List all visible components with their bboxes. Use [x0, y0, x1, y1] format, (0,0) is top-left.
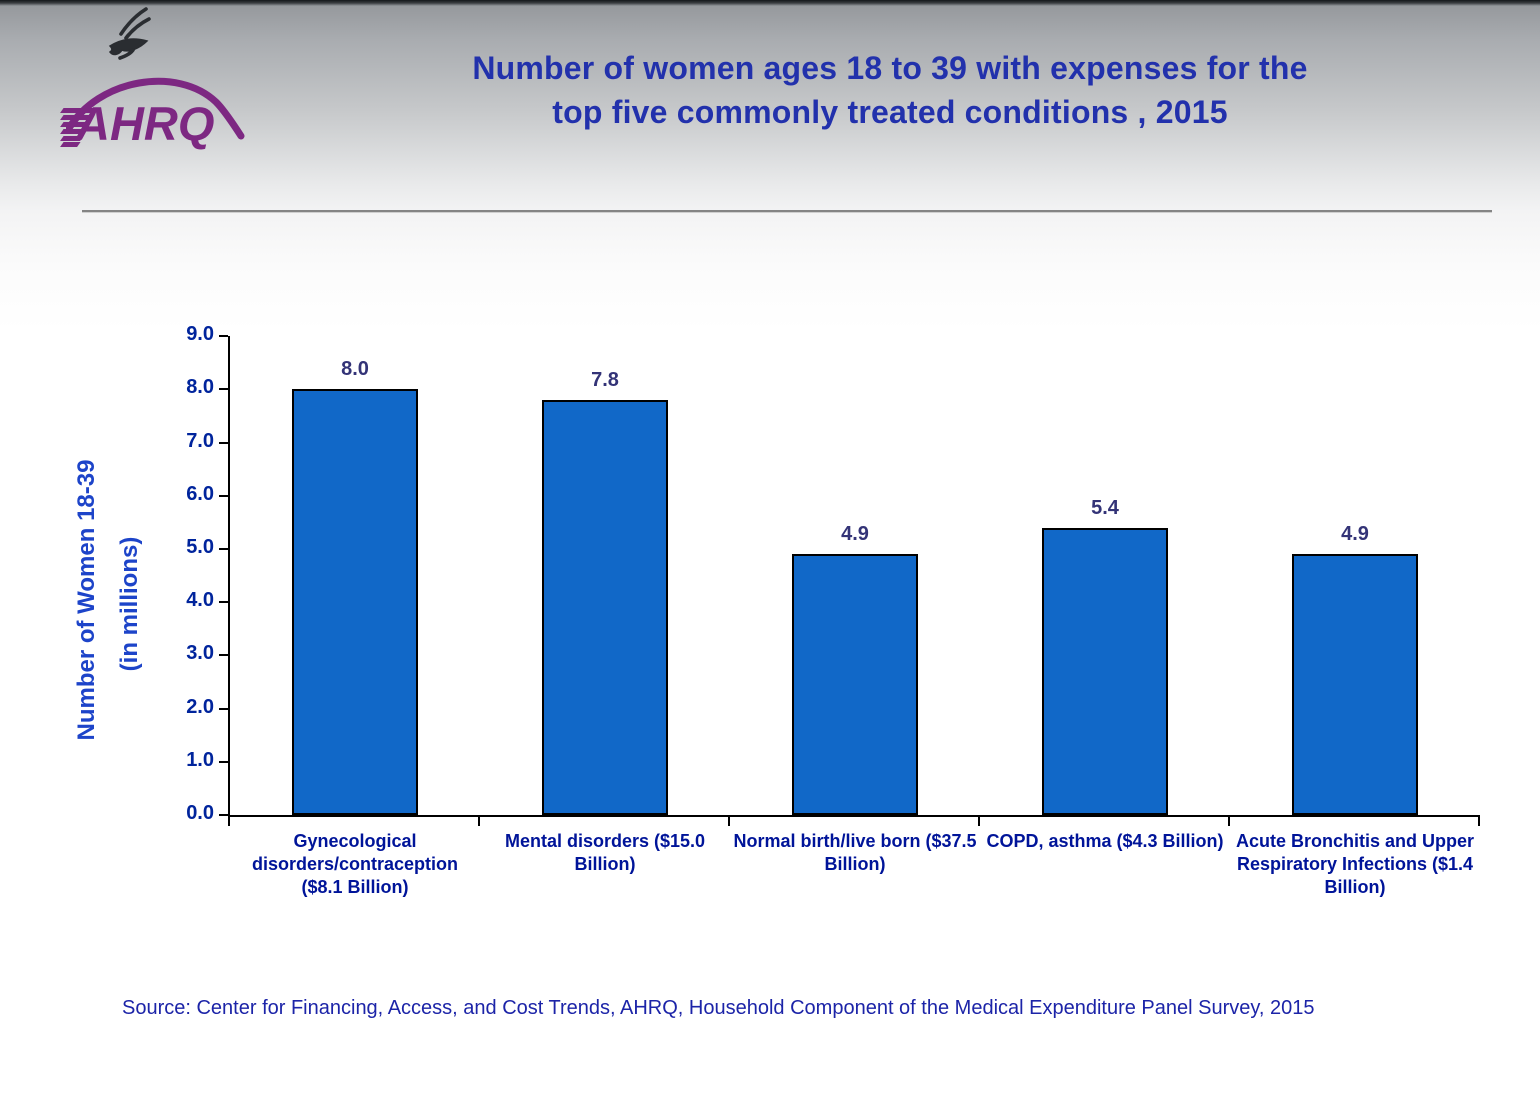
x-tick-mark: [1478, 817, 1480, 826]
y-tick-label: 7.0: [186, 429, 214, 452]
y-tick-mark: [219, 707, 228, 710]
source-note: Source: Center for Financing, Access, an…: [122, 997, 1315, 1019]
y-tick-label: 4.0: [186, 589, 214, 612]
x-axis-line: [228, 815, 1480, 817]
x-tick-mark: [1228, 817, 1230, 826]
category-label: COPD, asthma ($4.3 Billion): [986, 831, 1224, 851]
y-tick-label: 0.0: [186, 802, 214, 824]
slide-title-line1: Number of women ages 18 to 39 with expen…: [472, 50, 1308, 86]
y-tick-label: 2.0: [186, 695, 214, 718]
bar-value-label: 5.4: [1091, 496, 1119, 519]
y-tick-mark: [219, 601, 228, 604]
y-tick-label: 5.0: [186, 536, 214, 558]
ahrq-wordmark: AHRQ: [60, 70, 246, 160]
header-divider: [82, 210, 1492, 213]
ahrq-swoosh-icon: [66, 77, 245, 140]
bar-value-label: 8.0: [341, 358, 369, 381]
bar-value-label: 4.9: [841, 523, 869, 546]
y-tick-label: 1.0: [186, 748, 214, 771]
bar: [1292, 554, 1418, 815]
category-label: Mental disorders ($15.0 Billion): [504, 831, 706, 874]
slide-title: Number of women ages 18 to 39 with expen…: [320, 46, 1460, 134]
y-tick-mark: [219, 548, 228, 550]
x-tick-mark: [478, 817, 480, 826]
y-tick-mark: [219, 388, 228, 391]
category-label: Acute Bronchitis and Upper Respiratory I…: [1235, 831, 1475, 897]
category-label: Normal birth/live born ($37.5 Billion): [733, 831, 977, 874]
y-tick-mark: [219, 335, 228, 338]
bar: [1042, 527, 1168, 815]
y-tick-mark: [219, 654, 228, 657]
x-tick-mark: [978, 817, 980, 826]
y-tick-label: 3.0: [186, 642, 214, 665]
y-tick-mark: [219, 760, 228, 763]
category-label: Gynecological disorders/contraception ($…: [251, 831, 459, 897]
bar-value-label: 4.9: [1341, 523, 1369, 546]
y-tick-mark: [219, 441, 228, 444]
bar: [792, 554, 918, 815]
y-tick-label: 6.0: [186, 482, 214, 505]
y-tick-label: 9.0: [186, 323, 214, 346]
y-axis-title-line1: Number of Women 18-39: [73, 459, 100, 741]
x-tick-mark: [728, 817, 730, 826]
y-tick-mark: [219, 494, 228, 497]
y-tick-label: 8.0: [186, 376, 214, 399]
ahrq-logo-text: AHRQ: [76, 97, 215, 150]
bar: [542, 400, 668, 815]
hhs-eagle-icon: [108, 7, 151, 60]
y-axis-line: [228, 336, 230, 817]
y-tick-mark: [219, 814, 228, 816]
ahrq-logo: AHRQ: [60, 4, 256, 164]
bar-value-label: 7.8: [591, 369, 619, 392]
x-tick-mark: [228, 817, 230, 826]
slide-title-line2: top five commonly treated conditions , 2…: [552, 94, 1228, 130]
bar: [292, 389, 418, 815]
